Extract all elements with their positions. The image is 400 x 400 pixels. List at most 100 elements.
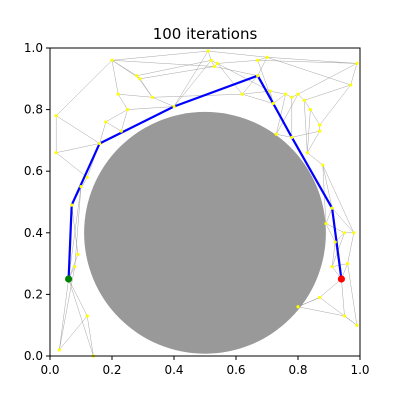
y-tick-label: 0.6 <box>24 164 43 178</box>
tree-edge <box>257 60 357 64</box>
tree-node <box>330 206 334 210</box>
tree-node <box>57 348 61 352</box>
tree-edge <box>68 278 88 317</box>
x-tick-label: 0.0 <box>40 363 59 377</box>
tree-edge <box>341 278 345 316</box>
tree-node <box>355 323 359 327</box>
tree-edge <box>266 56 357 64</box>
tree-node <box>116 92 120 96</box>
x-tick-label: 0.6 <box>226 363 245 377</box>
tree-node <box>271 101 275 106</box>
tree-edge <box>68 278 94 357</box>
tree-edge <box>152 93 243 98</box>
tree-node <box>98 141 102 146</box>
tree-node <box>284 92 288 96</box>
tree-node <box>150 95 154 99</box>
tree-node <box>268 89 272 93</box>
tree-node <box>290 95 294 99</box>
tree-edge <box>71 205 79 255</box>
tree-node <box>85 314 89 318</box>
y-tick-label: 1.0 <box>24 41 43 55</box>
tree-edge <box>117 94 128 110</box>
tree-edge <box>59 278 69 350</box>
tree-edge <box>307 131 320 153</box>
tree-edge <box>214 66 258 76</box>
tree-edge <box>105 121 122 132</box>
tree-edge <box>276 94 286 135</box>
start-point <box>65 275 73 283</box>
y-tick-label: 0.0 <box>24 349 43 363</box>
y-tick-label: 0.4 <box>24 226 43 240</box>
tree-node <box>215 61 219 65</box>
tree-edge <box>273 93 286 104</box>
tree-node <box>206 49 210 53</box>
tree-node <box>333 240 337 244</box>
tree-edge <box>331 207 354 233</box>
tree-edge <box>111 60 119 95</box>
tree-node <box>104 120 108 124</box>
tree-node <box>119 129 123 133</box>
goal-point <box>337 275 345 283</box>
tree-edge <box>319 84 351 126</box>
plot-area <box>54 49 359 358</box>
tree-edge <box>56 152 88 178</box>
x-tick-label: 1.0 <box>350 363 369 377</box>
tree-edge <box>325 223 336 243</box>
tree-edge <box>319 278 342 298</box>
tree-edge <box>350 63 358 86</box>
tree-edge <box>291 130 320 138</box>
chart-title: 100 iterations <box>153 25 258 43</box>
tree-edge <box>59 266 76 350</box>
tree-node <box>85 175 89 179</box>
tree-edge <box>152 97 175 107</box>
tree-node <box>135 74 139 78</box>
tree-edge <box>325 208 333 224</box>
tree-node <box>54 151 58 155</box>
tree-edge <box>211 60 271 92</box>
tree-edge <box>59 315 88 350</box>
tree-node <box>265 55 269 59</box>
tree-node <box>318 295 322 300</box>
y-tick-label: 0.2 <box>24 287 43 301</box>
tree-node <box>54 114 58 118</box>
tree-edge <box>297 306 345 317</box>
tree-edge <box>118 93 153 98</box>
tree-edge <box>322 164 333 209</box>
tree-edge <box>307 152 323 166</box>
tree-edge <box>217 63 243 95</box>
tree-edge <box>303 100 311 110</box>
tree-node <box>274 132 278 136</box>
tree-node <box>296 305 300 309</box>
tree-node <box>318 129 322 133</box>
tree-edge <box>270 90 286 95</box>
tree-edge <box>331 242 336 267</box>
tree-edge <box>68 186 82 280</box>
tree-node <box>296 92 300 96</box>
tree-edge <box>105 109 128 123</box>
tree-node <box>342 231 347 235</box>
tree-edge <box>307 109 311 153</box>
tree-edge <box>99 121 107 144</box>
tree-edge <box>310 109 320 126</box>
tree-edge <box>111 50 209 61</box>
x-tick-label: 0.4 <box>164 363 183 377</box>
y-axis: 0.0 0.2 0.4 0.6 0.8 1.0 <box>24 41 50 363</box>
obstacle-circle <box>84 111 326 354</box>
tree-node <box>256 58 260 62</box>
tree-edge <box>127 106 175 110</box>
tree-edge <box>207 51 212 61</box>
tree-edge <box>56 115 100 144</box>
tree-nodes <box>54 49 359 358</box>
tree-edge <box>242 93 274 104</box>
tree-edge <box>86 315 94 357</box>
tree-edge <box>139 66 215 80</box>
tree-edge <box>111 60 215 67</box>
tree-node <box>330 265 334 269</box>
tree-node <box>125 108 130 112</box>
tree-node <box>352 231 356 235</box>
tree-node <box>305 151 309 155</box>
y-tick-label: 0.8 <box>24 103 43 117</box>
tree-edge <box>266 57 351 86</box>
tree-edge <box>242 75 258 95</box>
